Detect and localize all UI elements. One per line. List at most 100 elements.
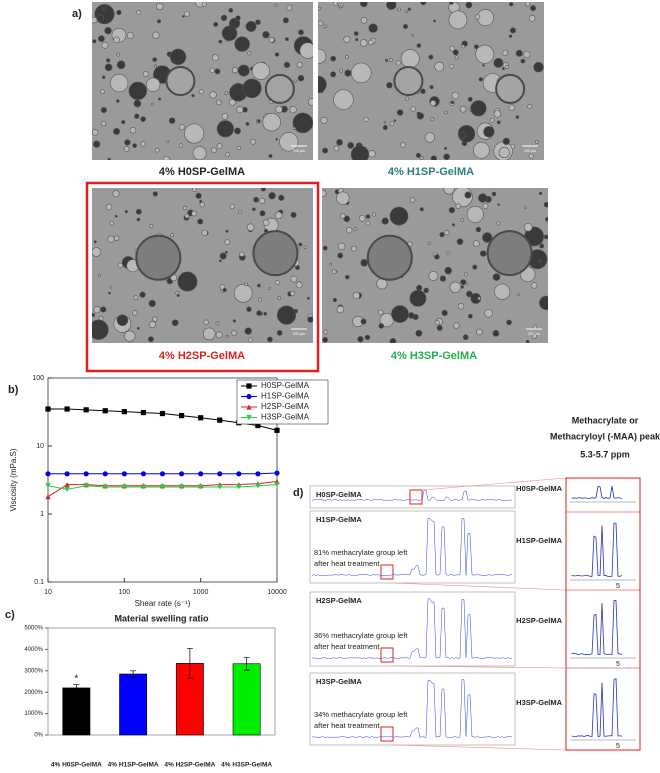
droplet xyxy=(396,109,404,116)
droplet xyxy=(333,145,340,152)
droplet xyxy=(150,102,154,106)
plot-frame xyxy=(47,627,276,736)
y-tick-label: 1 xyxy=(40,511,44,518)
droplet xyxy=(211,54,220,62)
marker xyxy=(102,484,108,490)
marker xyxy=(217,417,223,423)
droplet xyxy=(152,57,157,62)
droplet xyxy=(109,220,114,226)
droplet xyxy=(149,224,154,229)
droplet xyxy=(169,48,187,66)
droplet xyxy=(446,251,450,255)
droplet xyxy=(460,279,467,286)
marker xyxy=(102,471,108,477)
droplet xyxy=(102,7,107,11)
zoom-connector xyxy=(392,665,567,669)
droplet xyxy=(352,291,360,300)
droplet xyxy=(242,78,262,99)
droplet xyxy=(489,117,495,123)
droplet xyxy=(464,272,468,277)
highlight-box xyxy=(85,181,320,373)
droplet xyxy=(234,127,241,135)
droplet xyxy=(443,153,450,160)
zoom-tick-label: 5 xyxy=(616,743,620,750)
droplet xyxy=(332,297,337,302)
droplet xyxy=(475,44,495,64)
droplet xyxy=(345,274,350,280)
droplet xyxy=(336,305,345,314)
zoom-connector xyxy=(421,477,567,491)
droplet xyxy=(377,309,384,316)
marker xyxy=(121,409,127,415)
nmr-header: 5.3-5.7 ppm xyxy=(580,449,630,459)
droplet xyxy=(117,262,123,268)
droplet xyxy=(107,235,115,243)
droplet xyxy=(460,218,465,222)
droplet xyxy=(466,290,473,298)
droplet xyxy=(449,281,461,293)
droplet xyxy=(171,319,179,327)
droplet xyxy=(101,41,109,49)
droplet xyxy=(391,305,409,323)
spectrum xyxy=(571,677,623,738)
droplet xyxy=(472,264,478,270)
droplet xyxy=(385,58,389,62)
droplet xyxy=(506,319,512,326)
legend-label: H2SP-GelMA xyxy=(261,402,310,411)
droplet xyxy=(191,94,195,98)
droplet xyxy=(318,20,324,27)
large-droplet xyxy=(135,234,182,281)
spectrum-note: 81% methacrylate group left xyxy=(314,548,408,557)
droplet xyxy=(244,282,248,287)
zoom-box xyxy=(409,489,423,505)
droplet xyxy=(419,207,424,212)
droplet xyxy=(244,327,252,335)
droplet xyxy=(407,7,411,11)
droplet xyxy=(303,245,308,249)
bar xyxy=(62,687,91,736)
droplet xyxy=(318,75,327,94)
droplet xyxy=(444,110,448,115)
y-tick-label: 5000% xyxy=(24,626,43,632)
droplet xyxy=(360,259,368,267)
droplet xyxy=(106,58,111,63)
droplet xyxy=(92,247,102,257)
droplet xyxy=(483,126,495,138)
y-tick-label: 0.1 xyxy=(34,579,44,586)
droplet xyxy=(355,38,359,42)
droplet xyxy=(539,243,545,249)
droplet xyxy=(449,2,454,5)
marker xyxy=(159,484,166,490)
droplet xyxy=(274,3,278,7)
droplet xyxy=(443,146,448,150)
droplet xyxy=(136,326,140,330)
droplet xyxy=(128,81,148,101)
droplet xyxy=(100,89,105,95)
droplet xyxy=(178,124,185,131)
scale-bar-label: 200 µm xyxy=(293,332,305,336)
droplet xyxy=(267,336,273,343)
droplet xyxy=(409,197,416,203)
droplet xyxy=(492,329,500,337)
droplet xyxy=(152,316,158,322)
droplet xyxy=(93,306,101,314)
droplet xyxy=(473,240,480,247)
droplet xyxy=(433,19,437,23)
droplet xyxy=(323,24,328,29)
droplet xyxy=(152,191,158,197)
droplet xyxy=(400,142,406,148)
x-tick-label: 4% H0SP-GelMA xyxy=(51,762,102,769)
droplet xyxy=(457,303,465,310)
droplet xyxy=(277,296,281,300)
droplet xyxy=(496,120,501,125)
spectrum-label: H2SP-GelMA xyxy=(316,596,362,605)
zoom-tick-label: 5 xyxy=(616,661,620,668)
droplet xyxy=(318,6,322,11)
droplet xyxy=(456,238,464,245)
droplet xyxy=(274,211,283,220)
droplet xyxy=(182,15,185,18)
droplet xyxy=(263,311,268,316)
droplet xyxy=(322,245,328,251)
droplet xyxy=(113,36,121,44)
